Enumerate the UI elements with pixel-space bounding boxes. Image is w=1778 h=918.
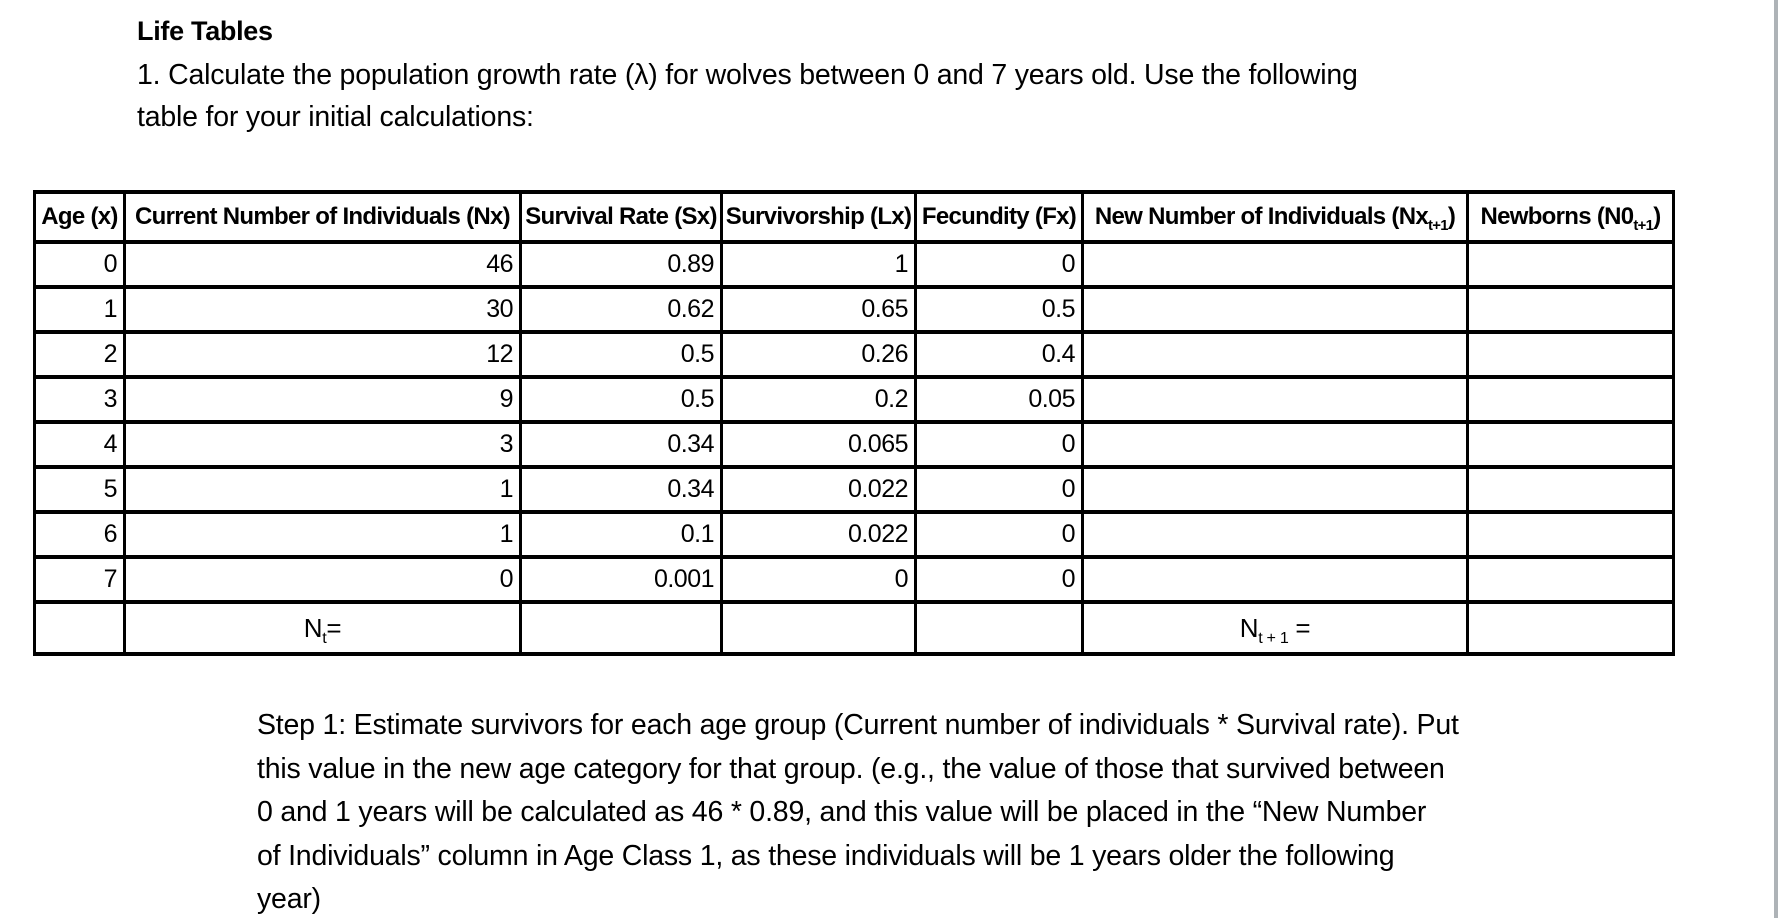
column-header-age: Age (x)	[33, 190, 126, 244]
cell-fecundity: 0.4	[914, 330, 1084, 379]
cell-survival-rate: 0.34	[519, 420, 723, 469]
page-right-edge-line	[1774, 0, 1778, 918]
cell-newborns[interactable]	[1466, 285, 1675, 334]
cell-survivorship: 1	[720, 240, 917, 289]
cell-fecundity: 0	[914, 240, 1084, 289]
table-row: 1 30 0.62 0.65 0.5	[33, 285, 1675, 334]
cell-survivorship: 0.2	[720, 375, 917, 424]
table-row: 7 0 0.001 0 0	[33, 555, 1675, 604]
cell-survivorship: 0.26	[720, 330, 917, 379]
table-row: 5 1 0.34 0.022 0	[33, 465, 1675, 514]
cell-fecundity: 0	[914, 465, 1084, 514]
step-note-line-1: Step 1: Estimate survivors for each age …	[257, 709, 1459, 741]
step-note-line-2: this value in the new age category for t…	[257, 752, 1445, 785]
cell-current-number: 9	[123, 375, 522, 424]
cell-current-number: 1	[123, 510, 522, 559]
cell-fecundity: 0	[914, 510, 1084, 559]
step-note-paragraph: Step 1: Estimate survivors for each age …	[257, 704, 1459, 918]
step-note-line-5: year)	[257, 883, 321, 915]
intro-paragraph: 1. Calculate the population growth rate …	[137, 54, 1358, 138]
cell-survival-rate: 0.5	[519, 330, 723, 379]
life-table: Age (x) Current Number of Individuals (N…	[33, 190, 1675, 656]
cell-survival-rate: 0.62	[519, 285, 723, 334]
cell-new-number[interactable]	[1081, 285, 1469, 334]
cell-current-number: 12	[123, 330, 522, 379]
cell-age: 5	[33, 465, 126, 514]
cell-survivorship: 0.022	[720, 510, 917, 559]
cell-newborns[interactable]	[1466, 510, 1675, 559]
cell-survival-rate: 0.5	[519, 375, 723, 424]
cell-new-number[interactable]	[1081, 510, 1469, 559]
cell-newborns[interactable]	[1466, 240, 1675, 289]
cell-survival-rate: 0.1	[519, 510, 723, 559]
cell-empty	[914, 600, 1084, 656]
cell-empty	[519, 600, 723, 656]
cell-age: 2	[33, 330, 126, 379]
table-row: 0 46 0.89 1 0	[33, 240, 1675, 289]
cell-current-number: 46	[123, 240, 522, 289]
cell-empty	[33, 600, 126, 656]
column-header-new-number: New Number of Individuals (Nxt+1)	[1081, 190, 1469, 244]
column-header-fecundity: Fecundity (Fx)	[914, 190, 1084, 244]
cell-survivorship: 0.022	[720, 465, 917, 514]
cell-age: 1	[33, 285, 126, 334]
cell-new-number[interactable]	[1081, 375, 1469, 424]
column-header-survivorship: Survivorship (Lx)	[720, 190, 917, 244]
cell-newborns[interactable]	[1466, 330, 1675, 379]
cell-age: 7	[33, 555, 126, 604]
cell-survivorship: 0.065	[720, 420, 917, 469]
cell-current-number: 1	[123, 465, 522, 514]
cell-newborns[interactable]	[1466, 555, 1675, 604]
document-title: Life Tables	[137, 16, 273, 46]
cell-age: 0	[33, 240, 126, 289]
cell-age: 3	[33, 375, 126, 424]
cell-survival-rate: 0.34	[519, 465, 723, 514]
column-header-newborns: Newborns (N0t+1)	[1466, 190, 1675, 244]
intro-line-1: 1. Calculate the population growth rate …	[137, 59, 1358, 91]
table-row: 2 12 0.5 0.26 0.4	[33, 330, 1675, 379]
cell-fecundity: 0	[914, 420, 1084, 469]
cell-newborns[interactable]	[1466, 420, 1675, 469]
step-note-line-3: 0 and 1 years will be calculated as 46 *…	[257, 796, 1427, 828]
cell-newborns[interactable]	[1466, 465, 1675, 514]
table-row: 4 3 0.34 0.065 0	[33, 420, 1675, 469]
cell-age: 6	[33, 510, 126, 559]
cell-current-number: 3	[123, 420, 522, 469]
cell-empty	[720, 600, 917, 656]
table-row: 3 9 0.5 0.2 0.05	[33, 375, 1675, 424]
cell-new-number[interactable]	[1081, 465, 1469, 514]
cell-current-number: 0	[123, 555, 522, 604]
cell-new-number[interactable]	[1081, 330, 1469, 379]
cell-survivorship: 0	[720, 555, 917, 604]
cell-survival-rate: 0.001	[519, 555, 723, 604]
column-header-survival-rate: Survival Rate (Sx)	[519, 190, 723, 244]
nt1-total-cell[interactable]: Nt + 1 =	[1081, 600, 1469, 656]
step-note-line-4: of Individuals” column in Age Class 1, a…	[257, 839, 1395, 872]
cell-fecundity: 0.5	[914, 285, 1084, 334]
nt-total-cell[interactable]: Nt=	[123, 600, 522, 656]
cell-survival-rate: 0.89	[519, 240, 723, 289]
cell-fecundity: 0	[914, 555, 1084, 604]
totals-row: Nt= Nt + 1 =	[33, 600, 1675, 656]
cell-empty	[1466, 600, 1675, 656]
cell-current-number: 30	[123, 285, 522, 334]
cell-newborns[interactable]	[1466, 375, 1675, 424]
cell-new-number[interactable]	[1081, 420, 1469, 469]
cell-new-number[interactable]	[1081, 240, 1469, 289]
intro-line-2: table for your initial calculations:	[137, 101, 534, 133]
table-row: 6 1 0.1 0.022 0	[33, 510, 1675, 559]
cell-fecundity: 0.05	[914, 375, 1084, 424]
column-header-current-number: Current Number of Individuals (Nx)	[123, 190, 522, 244]
cell-new-number[interactable]	[1081, 555, 1469, 604]
cell-survivorship: 0.65	[720, 285, 917, 334]
header-row: Age (x) Current Number of Individuals (N…	[33, 190, 1675, 244]
cell-age: 4	[33, 420, 126, 469]
